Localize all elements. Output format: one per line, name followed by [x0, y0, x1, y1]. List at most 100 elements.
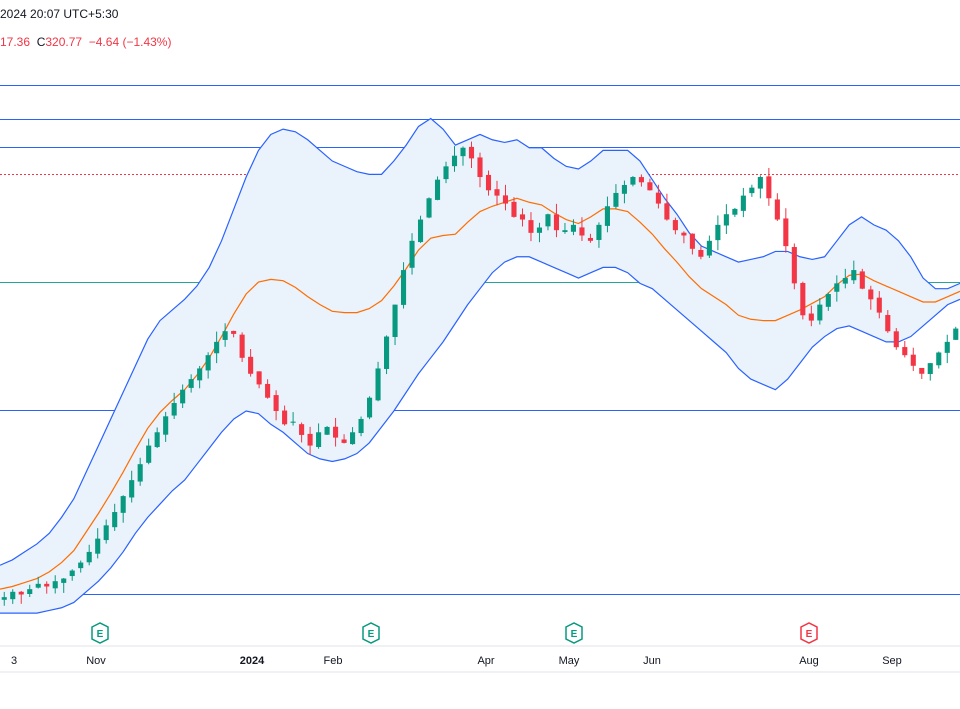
candle[interactable]	[434, 176, 441, 201]
candle[interactable]	[358, 416, 364, 437]
candle[interactable]	[808, 305, 814, 327]
candle[interactable]	[214, 331, 220, 364]
candle[interactable]	[205, 352, 211, 379]
candle[interactable]	[910, 347, 916, 372]
candle[interactable]	[774, 193, 780, 221]
candle[interactable]	[936, 351, 942, 369]
candle[interactable]	[112, 503, 118, 531]
candle[interactable]	[740, 187, 746, 218]
candle[interactable]	[604, 196, 610, 233]
candle[interactable]	[621, 180, 627, 204]
candle[interactable]	[384, 335, 390, 375]
candle[interactable]	[664, 193, 670, 221]
candle[interactable]	[197, 365, 203, 389]
candle[interactable]	[222, 323, 228, 347]
candle[interactable]	[95, 528, 101, 559]
candle[interactable]	[579, 217, 585, 241]
candle[interactable]	[630, 176, 636, 187]
earnings-marker[interactable]: E	[800, 622, 818, 644]
candle[interactable]	[477, 152, 483, 188]
candle[interactable]	[596, 222, 602, 248]
candle[interactable]	[791, 243, 797, 290]
earnings-marker[interactable]: E	[362, 622, 380, 644]
candle[interactable]	[460, 146, 466, 166]
candle[interactable]	[511, 197, 517, 218]
candle[interactable]	[638, 174, 644, 187]
candle[interactable]	[613, 184, 619, 209]
candle[interactable]	[282, 405, 288, 426]
candle[interactable]	[137, 457, 143, 486]
candle[interactable]	[154, 427, 160, 448]
candle[interactable]	[868, 285, 874, 310]
candle[interactable]	[61, 577, 67, 593]
candle[interactable]	[893, 328, 899, 350]
candle[interactable]	[350, 427, 356, 445]
candle[interactable]	[256, 371, 262, 389]
candle[interactable]	[536, 222, 543, 243]
candle[interactable]	[800, 281, 806, 320]
candle[interactable]	[647, 178, 653, 191]
candle[interactable]	[451, 146, 458, 172]
candle[interactable]	[825, 292, 831, 311]
candle[interactable]	[783, 208, 789, 253]
candle[interactable]	[188, 374, 194, 393]
candle[interactable]	[86, 544, 92, 566]
candle[interactable]	[426, 197, 432, 219]
candle[interactable]	[129, 470, 135, 503]
candle[interactable]	[392, 304, 398, 346]
candle[interactable]	[103, 519, 109, 544]
candle[interactable]	[443, 161, 449, 184]
candle[interactable]	[528, 212, 534, 242]
candle[interactable]	[519, 208, 526, 227]
earnings-marker[interactable]: E	[565, 622, 583, 644]
candle[interactable]	[307, 426, 313, 455]
candle[interactable]	[468, 141, 475, 169]
candle[interactable]	[290, 412, 296, 426]
candle[interactable]	[10, 589, 16, 604]
candle[interactable]	[35, 576, 41, 589]
candle[interactable]	[953, 326, 959, 340]
candle[interactable]	[681, 231, 687, 244]
candle[interactable]	[265, 379, 271, 399]
candle[interactable]	[27, 584, 33, 598]
candle[interactable]	[859, 268, 865, 290]
candle[interactable]	[171, 392, 177, 419]
candle[interactable]	[723, 204, 729, 235]
candle[interactable]	[885, 310, 891, 333]
candle[interactable]	[1, 591, 7, 606]
candle[interactable]	[689, 233, 695, 255]
candle[interactable]	[248, 348, 254, 377]
candle[interactable]	[553, 203, 560, 238]
candle[interactable]	[817, 298, 823, 325]
candle[interactable]	[944, 334, 950, 364]
candle[interactable]	[333, 417, 339, 447]
candle[interactable]	[851, 260, 857, 284]
candle[interactable]	[766, 167, 772, 206]
candle[interactable]	[919, 367, 925, 379]
candle[interactable]	[163, 411, 169, 442]
candle[interactable]	[52, 575, 58, 594]
candle[interactable]	[180, 384, 186, 409]
candle[interactable]	[570, 219, 576, 236]
candle[interactable]	[341, 434, 347, 444]
candle[interactable]	[545, 213, 551, 231]
candle[interactable]	[655, 184, 661, 209]
candle[interactable]	[239, 332, 245, 363]
candle[interactable]	[706, 235, 712, 258]
candle[interactable]	[78, 560, 84, 573]
earnings-marker[interactable]: E	[91, 622, 109, 644]
candle[interactable]	[502, 184, 509, 211]
candle[interactable]	[120, 495, 126, 523]
candle[interactable]	[757, 175, 763, 199]
candle[interactable]	[316, 423, 322, 449]
candle[interactable]	[485, 170, 492, 196]
candle[interactable]	[367, 396, 373, 420]
candle[interactable]	[69, 569, 75, 581]
candle[interactable]	[324, 426, 330, 435]
candle[interactable]	[698, 246, 704, 260]
candle[interactable]	[672, 217, 678, 235]
candle[interactable]	[834, 275, 840, 302]
candle[interactable]	[562, 222, 568, 234]
candle[interactable]	[44, 581, 50, 594]
